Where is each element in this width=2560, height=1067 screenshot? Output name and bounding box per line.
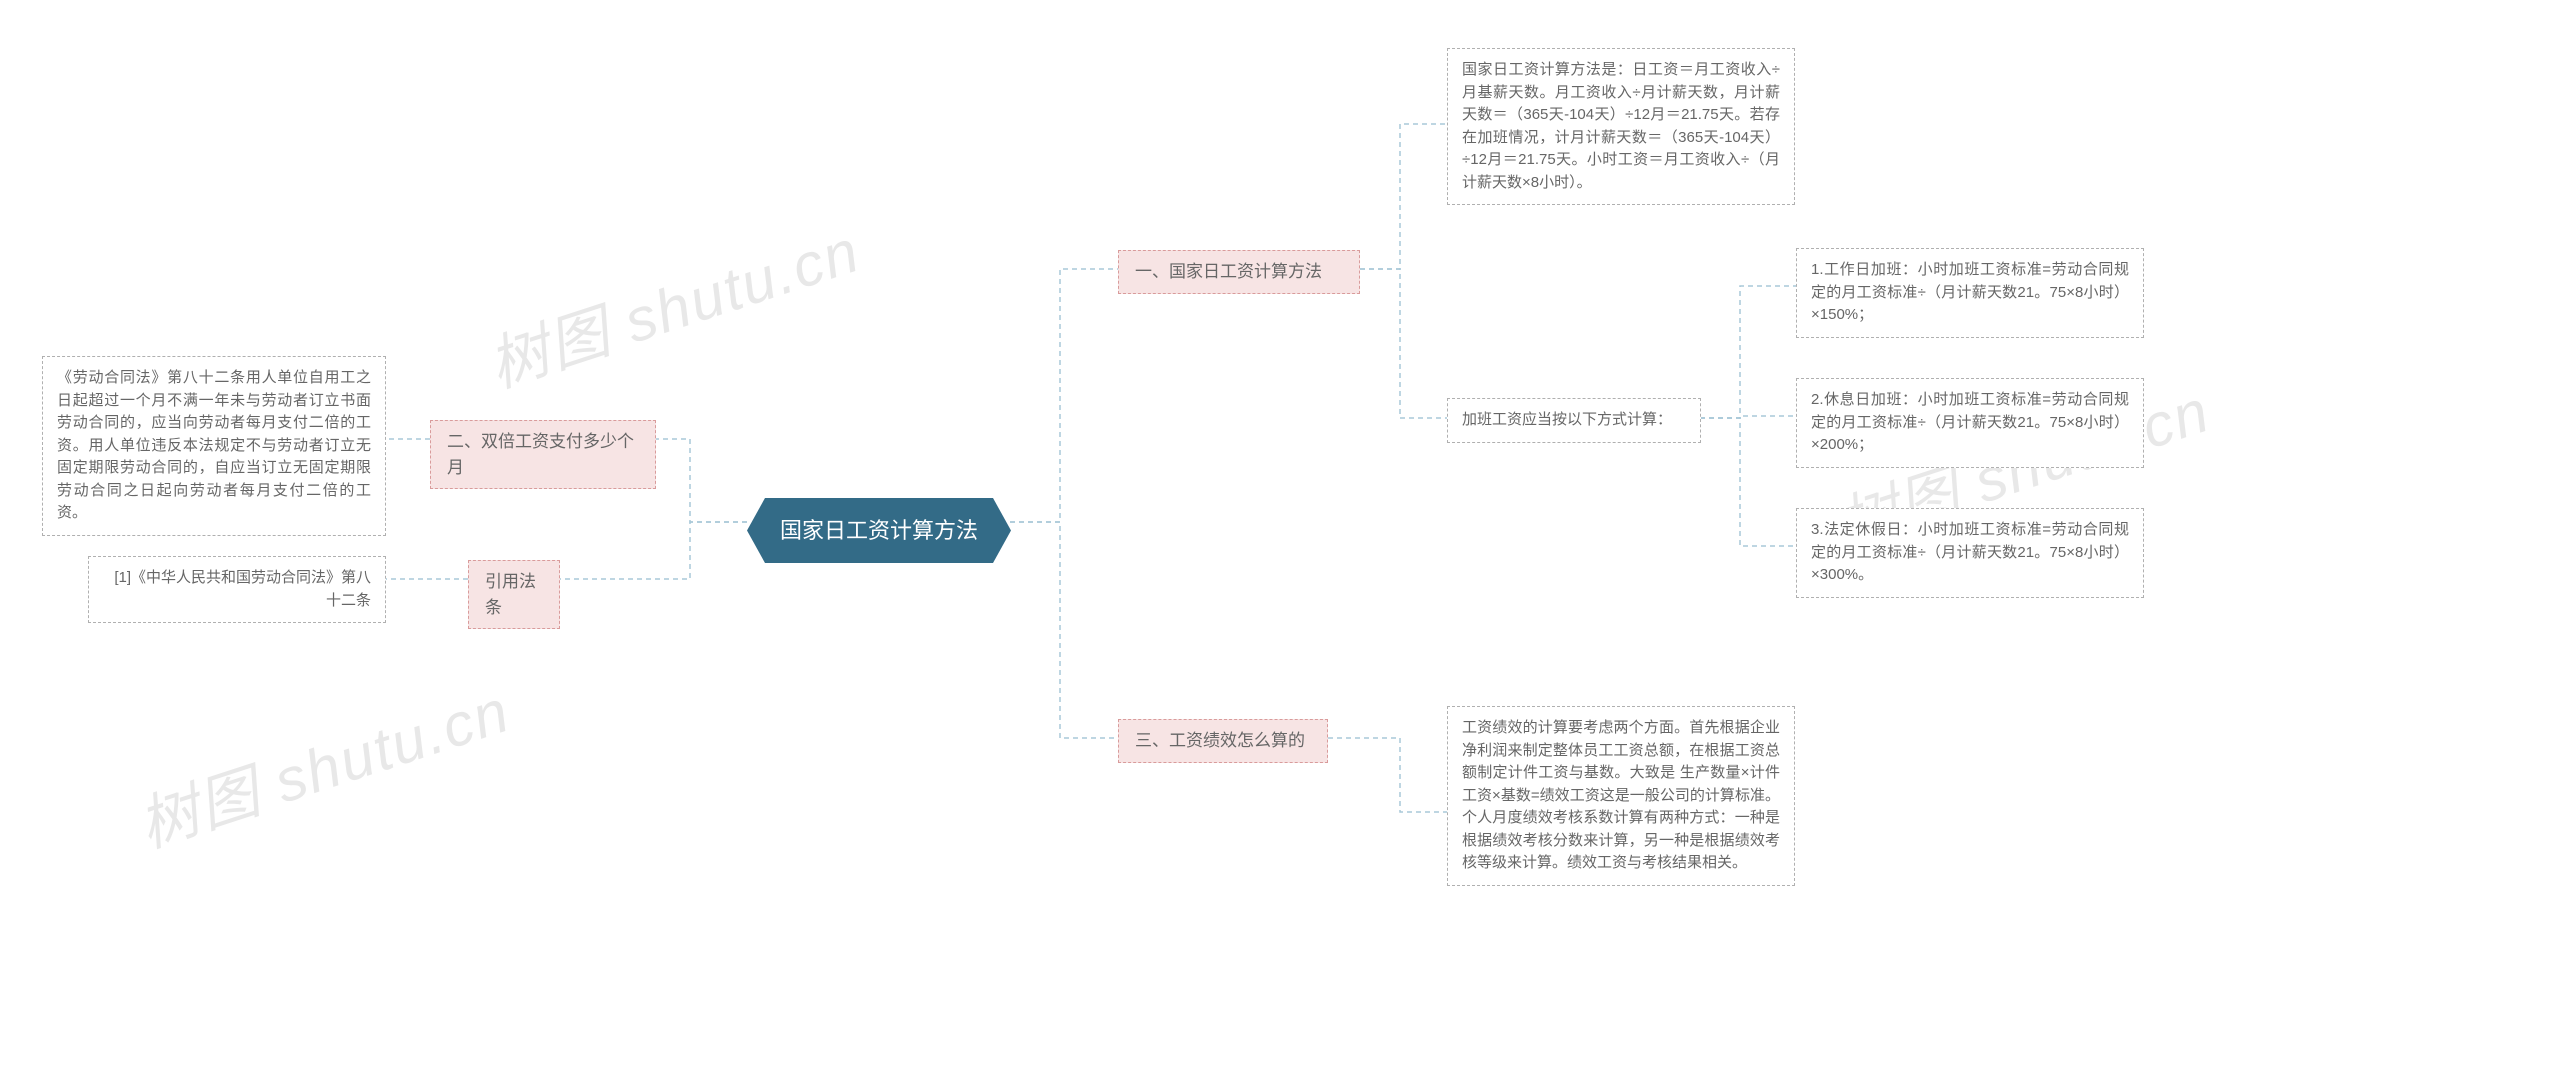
leaf-double-pay: 《劳动合同法》第八十二条用人单位自用工之日起超过一个月不满一年未与劳动者订立书面… <box>42 356 386 536</box>
leaf-calc-method: 国家日工资计算方法是：日工资＝月工资收入÷月基薪天数。月工资收入÷月计薪天数，月… <box>1447 48 1795 205</box>
leaf-overtime-intro: 加班工资应当按以下方式计算： <box>1447 398 1701 443</box>
leaf-performance: 工资绩效的计算要考虑两个方面。首先根据企业净利润来制定整体员工工资总额，在根据工… <box>1447 706 1795 886</box>
branch-3: 三、工资绩效怎么算的 <box>1118 719 1328 763</box>
leaf-overtime-1: 1.工作日加班：小时加班工资标准=劳动合同规定的月工资标准÷（月计薪天数21。7… <box>1796 248 2144 338</box>
leaf-overtime-3: 3.法定休假日：小时加班工资标准=劳动合同规定的月工资标准÷（月计薪天数21。7… <box>1796 508 2144 598</box>
branch-2: 二、双倍工资支付多少个月 <box>430 420 656 489</box>
watermark: 树图 shutu.cn <box>126 663 520 865</box>
watermark: 树图 shutu.cn <box>476 203 870 405</box>
branch-1: 一、国家日工资计算方法 <box>1118 250 1360 294</box>
branch-4: 引用法条 <box>468 560 560 629</box>
leaf-law-ref: [1]《中华人民共和国劳动合同法》第八十二条 <box>88 556 386 623</box>
root-node: 国家日工资计算方法 <box>747 498 1011 563</box>
leaf-overtime-2: 2.休息日加班：小时加班工资标准=劳动合同规定的月工资标准÷（月计薪天数21。7… <box>1796 378 2144 468</box>
